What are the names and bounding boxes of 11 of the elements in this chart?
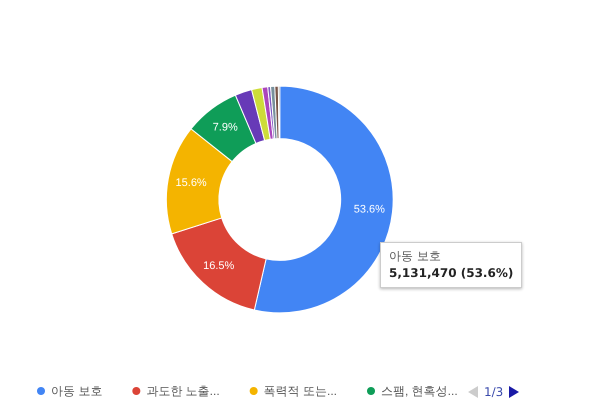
data-label: 15.6% bbox=[176, 177, 207, 190]
text: 5,131,470 (53.6%) bbox=[389, 265, 514, 282]
legend-label: 과도한 노출... bbox=[146, 384, 220, 398]
legend-label: 스팸, 현혹성... bbox=[381, 384, 458, 398]
legend-label: 폭력적 또는... bbox=[264, 384, 338, 398]
legend-label: 아동 보호 bbox=[51, 384, 102, 398]
text: 1/3 bbox=[484, 385, 504, 399]
data-label: 53.6% bbox=[354, 204, 386, 216]
text: 아동 보호 bbox=[389, 248, 442, 265]
data-label: 7.9% bbox=[212, 122, 238, 134]
data-label: 16.5% bbox=[203, 260, 234, 272]
